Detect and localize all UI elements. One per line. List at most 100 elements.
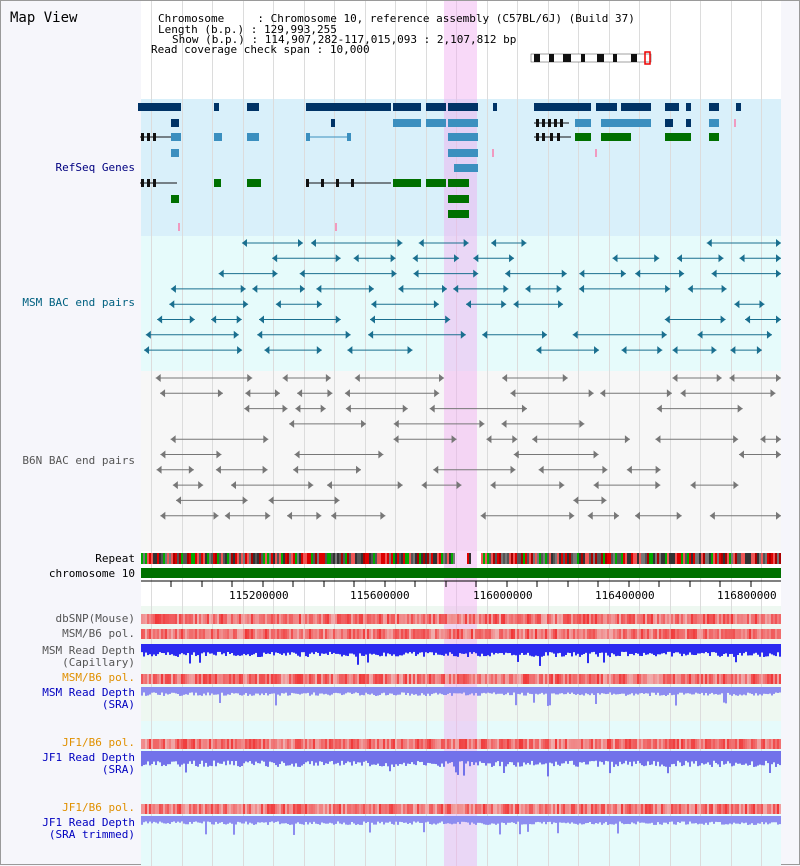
polymorphism-cell (583, 614, 585, 624)
track-label-msm-b6-pol-2[interactable]: MSM/B6 pol. (62, 671, 135, 684)
bac-end-marker (282, 374, 288, 382)
read-depth-bar (645, 644, 647, 655)
read-depth-bar (653, 644, 655, 655)
repeat-block (417, 553, 419, 564)
polymorphism-cell (551, 739, 553, 749)
polymorphism-cell (237, 739, 239, 749)
polymorphism-cell (143, 674, 145, 684)
read-depth-bar (677, 687, 679, 695)
polymorphism-cell (519, 614, 521, 624)
polymorphism-cell (655, 674, 657, 684)
read-depth-bar (333, 751, 335, 765)
track-label-jf1-depth-sra[interactable]: JF1 Read Depth (SRA) (42, 751, 135, 776)
track-label-dbsnp[interactable]: dbSNP(Mouse) (55, 612, 135, 625)
bac-end-marker (676, 254, 682, 263)
read-depth-bar (699, 687, 701, 694)
polymorphism-cell (237, 674, 239, 684)
read-depth-bar (459, 816, 461, 825)
read-depth-bar (471, 751, 473, 762)
polymorphism-cell (341, 804, 343, 814)
gene-exon (214, 103, 219, 111)
polymorphism-cell (393, 739, 395, 749)
polymorphism-cell (589, 629, 591, 639)
polymorphism-cell (595, 629, 597, 639)
polymorphism-cell (395, 629, 397, 639)
track-label-jf1-depth-trimmed[interactable]: JF1 Read Depth (SRA trimmed) (42, 816, 135, 841)
track-label-msm-depth-sra[interactable]: MSM Read Depth (SRA) (42, 686, 135, 711)
read-depth-bar (285, 751, 287, 766)
track-label-msm-bac[interactable]: MSM BAC end pairs (22, 296, 135, 309)
read-depth-bar (663, 751, 665, 767)
read-depth-bar (337, 644, 339, 654)
track-label-jf1-b6-pol-2[interactable]: JF1/B6 pol. (62, 801, 135, 814)
read-depth-bar (411, 687, 413, 694)
polymorphism-cell (161, 674, 163, 684)
read-depth-bar (147, 644, 149, 656)
repeat-block (547, 553, 549, 564)
polymorphism-cell (567, 739, 569, 749)
polymorphism-cell (513, 629, 515, 639)
polymorphism-cell (623, 674, 625, 684)
read-depth-bar (267, 644, 269, 654)
polymorphism-cell (199, 804, 201, 814)
polymorphism-cell (387, 804, 389, 814)
polymorphism-cell (619, 804, 621, 814)
polymorphism-cell (187, 614, 189, 624)
polymorphism-cell (295, 674, 297, 684)
polymorphism-cell (499, 739, 501, 749)
polymorphism-cell (305, 804, 307, 814)
polymorphism-cell (259, 739, 261, 749)
polymorphism-cell (731, 674, 733, 684)
read-depth-bar (313, 687, 315, 693)
read-depth-bar (405, 816, 407, 823)
polymorphism-cell (391, 674, 393, 684)
track-label-b6n-bac[interactable]: B6N BAC end pairs (22, 454, 135, 467)
track-label-msm-b6-pol[interactable]: MSM/B6 pol. (62, 627, 135, 640)
polymorphism-cell (549, 614, 551, 624)
polymorphism-cell (753, 629, 755, 639)
repeat-block (737, 553, 739, 564)
polymorphism-cell (585, 674, 587, 684)
read-depth-bar (681, 687, 683, 693)
bac-end-marker (579, 284, 585, 293)
polymorphism-cell (765, 739, 767, 749)
polymorphism-cell (625, 614, 627, 624)
read-depth-bar (183, 687, 185, 695)
polymorphism-cell (281, 614, 283, 624)
polymorphism-cell (427, 804, 429, 814)
read-depth-bar (183, 751, 185, 764)
read-depth-bar (647, 644, 649, 655)
track-label-refseq[interactable]: RefSeq Genes (55, 161, 135, 174)
read-depth-bar (393, 687, 395, 696)
read-depth-bar (729, 644, 731, 655)
polymorphism-cell (413, 674, 415, 684)
bac-end-marker (231, 481, 237, 490)
read-depth-bar (513, 644, 515, 655)
polymorphism-cell (217, 614, 219, 624)
polymorphism-cell (253, 614, 255, 624)
repeat-block (309, 553, 311, 564)
polymorphism-cell (493, 739, 495, 749)
read-depth-bar (727, 751, 729, 762)
polymorphism-cell (685, 614, 687, 624)
polymorphism-cell (183, 614, 185, 624)
repeat-block (653, 553, 655, 564)
polymorphism-cell (407, 629, 409, 639)
polymorphism-cell (161, 629, 163, 639)
bac-end-marker (272, 254, 278, 263)
polymorphism-cell (657, 674, 659, 684)
read-depth-bar (719, 816, 721, 823)
read-depth-bar (439, 751, 441, 767)
read-depth-bar (367, 687, 369, 695)
read-depth-bar (181, 687, 183, 696)
polymorphism-cell (175, 629, 177, 639)
bac-end-marker (211, 315, 217, 324)
polymorphism-cell (639, 804, 641, 814)
polymorphism-cell (237, 804, 239, 814)
polymorphism-cell (539, 739, 541, 749)
polymorphism-cell (585, 614, 587, 624)
read-depth-bar (765, 644, 767, 657)
read-depth-bar (377, 816, 379, 822)
track-label-msm-depth-capillary[interactable]: MSM Read Depth (Capillary) (42, 644, 135, 669)
track-label-jf1-b6-pol[interactable]: JF1/B6 pol. (62, 736, 135, 749)
